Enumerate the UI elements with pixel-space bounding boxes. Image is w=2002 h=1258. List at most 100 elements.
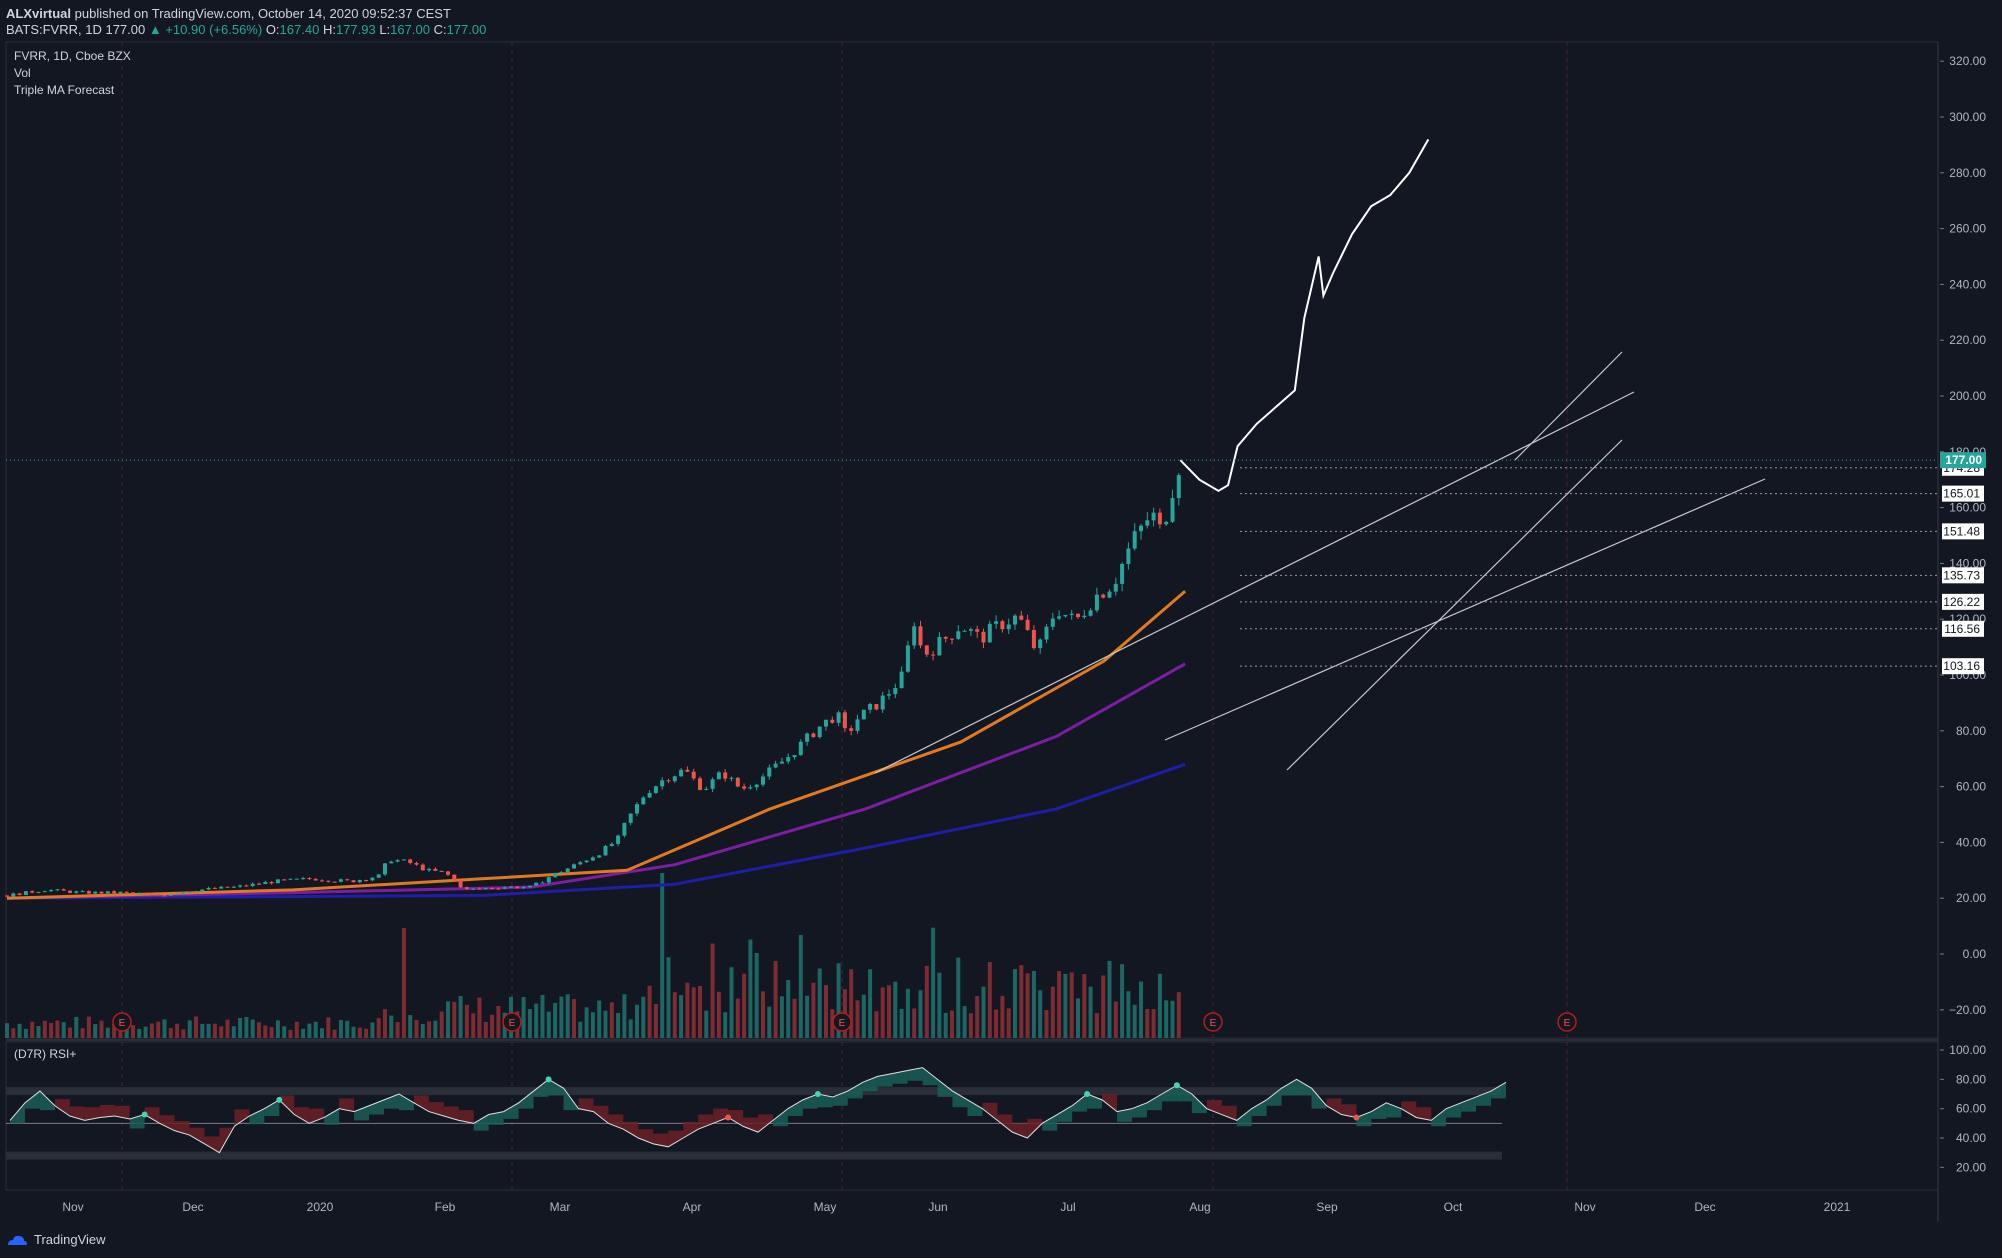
- volume-bar: [439, 1011, 444, 1038]
- candle-body: [269, 882, 274, 884]
- candle-body: [496, 888, 501, 890]
- rsi-fill-segment: [1117, 1108, 1132, 1122]
- rsi-title: (D7R) RSI+: [14, 1047, 76, 1061]
- volume-bar: [464, 1004, 469, 1038]
- rsi-line: [9, 1067, 1507, 1154]
- rsi-fill-segment: [458, 1110, 474, 1124]
- candle-body: [1139, 525, 1143, 532]
- trendline: [874, 391, 1635, 774]
- candle-body: [1157, 512, 1162, 525]
- candle-body: [288, 878, 293, 880]
- candle-body: [162, 895, 167, 897]
- rsi-fill-segment: [653, 1133, 669, 1147]
- volume-bar: [987, 962, 992, 1038]
- volume-bar: [729, 967, 734, 1038]
- candle-body: [23, 891, 28, 896]
- volume-bar: [477, 997, 482, 1038]
- volume-bar: [975, 996, 980, 1038]
- candle-body: [912, 626, 917, 646]
- earnings-icon: [1557, 1012, 1577, 1032]
- candle-body: [937, 636, 942, 656]
- volume-bar: [1113, 1001, 1118, 1038]
- rsi-fill-segment: [398, 1094, 414, 1111]
- rsi-fill-segment: [324, 1108, 340, 1125]
- earnings-icon: [502, 1012, 522, 1032]
- publish-line: ALXvirtual published on TradingView.com,…: [6, 6, 451, 21]
- volume-bar: [307, 1023, 312, 1038]
- volume-bar: [540, 994, 545, 1038]
- volume-bar: [263, 1025, 268, 1038]
- volume-bar: [616, 1012, 621, 1038]
- rsi-pane: (D7R) RSI+ 100.00 80.00 60.00 40.00 20.00: [6, 1043, 1986, 1174]
- rsi-fill-segment: [743, 1117, 758, 1133]
- rsi-fill-segment: [1161, 1085, 1177, 1102]
- volume-bar: [1076, 998, 1080, 1038]
- rsi-fill-segment: [817, 1094, 833, 1108]
- candle-body: [572, 864, 576, 869]
- close-label: C:: [433, 22, 447, 37]
- candle-body: [716, 772, 721, 780]
- volume-bar: [420, 1023, 425, 1038]
- price-level-tag: [1942, 658, 1984, 675]
- candle-body: [156, 893, 161, 896]
- x-tick-label: 2021: [1824, 1200, 1851, 1214]
- last-price-tag-label: 177.00: [1945, 453, 1982, 467]
- rsi-axis-label: 100.00: [1949, 1043, 1986, 1057]
- candle-body: [1076, 613, 1080, 618]
- volume-bar: [1170, 1000, 1175, 1038]
- volume-bar: [968, 1013, 973, 1038]
- price-level-label: 116.56: [1944, 622, 1980, 636]
- volume-bar: [962, 1006, 967, 1038]
- candle-body: [452, 874, 457, 881]
- candle-body: [275, 879, 280, 884]
- candle-body: [836, 712, 841, 723]
- volume-bar: [80, 1028, 85, 1038]
- volume-bar: [162, 1019, 167, 1038]
- rsi-fill-segment: [309, 1108, 325, 1124]
- open-value: 167.40: [279, 22, 320, 37]
- candle-body: [868, 703, 873, 710]
- tradingview-logo[interactable]: TradingView: [6, 1232, 106, 1247]
- rsi-fill-segment: [1236, 1108, 1252, 1127]
- rsi-fill-segment: [1431, 1108, 1447, 1127]
- rsi-fill-segment: [713, 1108, 729, 1124]
- volume-bar: [49, 1023, 54, 1038]
- legend-item: Triple MA Forecast: [14, 83, 115, 97]
- volume-bar: [86, 1016, 91, 1038]
- candle-body: [389, 861, 394, 864]
- volume-bar: [723, 1012, 728, 1038]
- volume-bar: [1164, 1000, 1169, 1038]
- volume-bar: [572, 999, 576, 1038]
- volume-bar: [181, 1029, 186, 1038]
- x-tick-label: Feb: [435, 1200, 456, 1214]
- open-label: O:: [265, 22, 280, 37]
- candle-body: [1094, 594, 1099, 611]
- candle-body: [616, 835, 621, 844]
- candle-body: [660, 780, 665, 787]
- rsi-fill-segment: [1191, 1094, 1207, 1114]
- candle-body: [950, 638, 954, 640]
- rsi-fill-segment: [638, 1129, 654, 1144]
- candle-body: [1151, 512, 1156, 521]
- volume-bar: [805, 995, 810, 1038]
- volume-bar: [483, 1021, 488, 1038]
- candle-body: [830, 719, 835, 723]
- candle-body: [805, 733, 810, 742]
- x-tick-label: Jul: [1060, 1200, 1075, 1214]
- rsi-fill-segment: [204, 1136, 220, 1153]
- candle-body: [849, 728, 854, 731]
- publisher-name[interactable]: ALXvirtual: [6, 6, 72, 21]
- volume-bar: [880, 987, 885, 1038]
- candle-body: [187, 892, 192, 894]
- candle-body: [1006, 624, 1011, 630]
- volume-bar: [1063, 973, 1068, 1038]
- volume-bar: [313, 1021, 318, 1038]
- candle-body: [1013, 615, 1017, 625]
- volume-bar: [1057, 971, 1062, 1038]
- price-level-label: 126.22: [1943, 595, 1980, 609]
- rsi-fill-segment: [787, 1099, 803, 1116]
- volume-bar: [931, 927, 936, 1038]
- price-axis-label: 60.00: [1956, 780, 1986, 794]
- volume-bar: [496, 1005, 501, 1038]
